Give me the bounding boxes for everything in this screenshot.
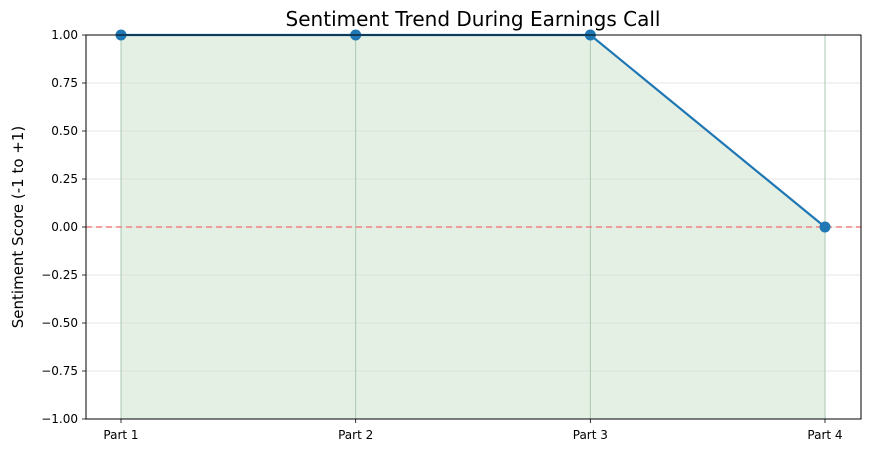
y-tick-label: −0.25: [41, 268, 78, 282]
y-tick-label: 1.00: [51, 28, 78, 42]
plot-area: 1.00 0.75 0.50 0.25 0.00 −0.25 −0.50 −0.75 −1.00…: [41, 28, 862, 442]
y-tick-label: −0.50: [41, 316, 78, 330]
y-tick-label: 0.75: [51, 76, 78, 90]
plot-frame: [85, 34, 862, 420]
y-tick-label: 0.00: [51, 220, 78, 234]
y-tick-label: 0.50: [51, 124, 78, 138]
y-tick-label: 0.25: [51, 172, 78, 186]
chart-title: Sentiment Trend During Earnings Call: [286, 7, 661, 31]
x-tick-label: Part 3: [573, 428, 608, 442]
x-tick-label: Part 1: [103, 428, 138, 442]
y-tick-label: −0.75: [41, 364, 78, 378]
x-tick-label: Part 4: [807, 428, 842, 442]
y-tick-label: −1.00: [41, 412, 78, 426]
y-axis-label: Sentiment Score (-1 to +1): [9, 126, 27, 328]
data-point: [819, 221, 831, 233]
x-tick-label: Part 2: [338, 428, 373, 442]
